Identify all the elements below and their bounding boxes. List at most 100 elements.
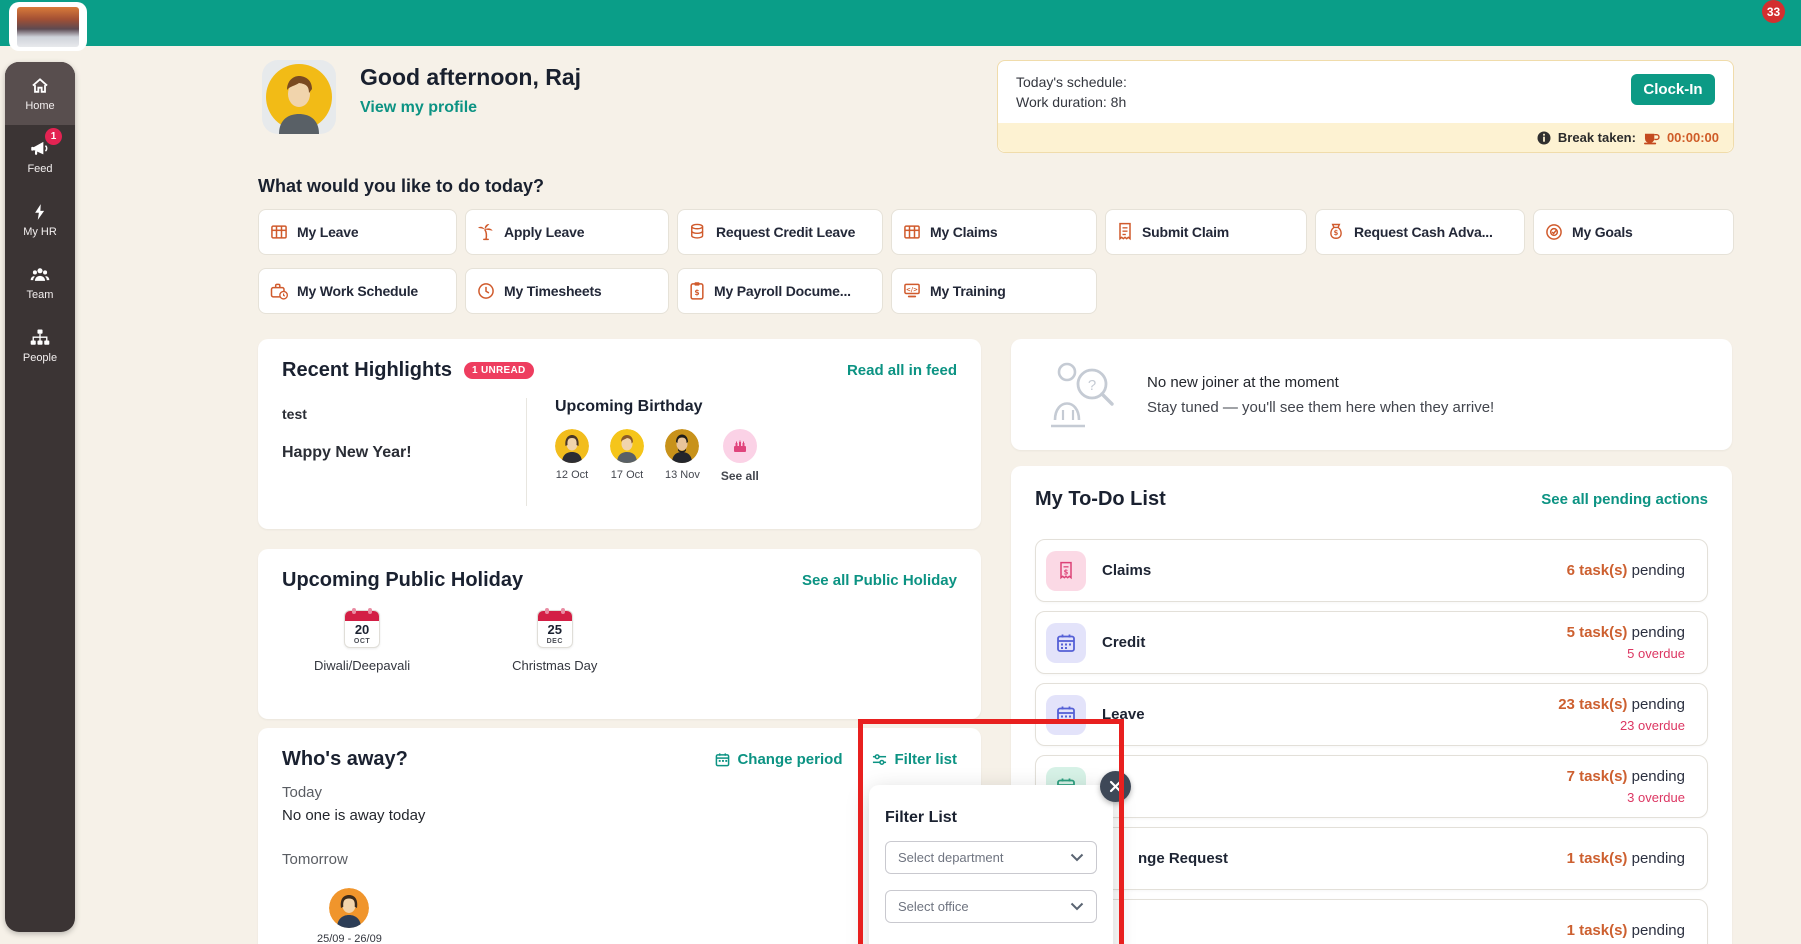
close-popup-button[interactable] [1100,771,1131,802]
department-placeholder: Select department [898,850,1004,865]
today-status: No one is away today [282,807,957,824]
feed-post[interactable]: Happy New Year! [282,444,526,462]
view-profile-link[interactable]: View my profile [360,99,477,117]
feed-post[interactable]: test [282,406,526,422]
birthday-person[interactable]: 12 Oct [555,429,589,483]
department-select[interactable]: Select department [885,841,1097,874]
my-leave-button[interactable]: My Leave [258,209,457,255]
task-count: 6 task(s) [1567,562,1628,579]
quick-actions-title: What would you like to do today? [258,176,544,197]
apply-leave-button[interactable]: Apply Leave [465,209,669,255]
sidebar-item-people[interactable]: People [5,314,75,377]
public-holiday-title: Upcoming Public Holiday [282,569,523,592]
break-taken-label: Break taken: [1558,130,1636,145]
overdue-count: 5 overdue [1567,646,1685,661]
holiday-item[interactable]: 25 DEC Christmas Day [512,610,597,673]
person-search-illustration: ? [1049,358,1117,432]
svg-text:$: $ [1334,229,1339,237]
submit-claim-button[interactable]: Submit Claim [1105,209,1307,255]
filter-list-link[interactable]: Filter list [872,751,957,768]
filter-list-label: Filter list [894,751,957,768]
moneybag-icon: $ [1326,222,1346,242]
see-all-public-holiday-link[interactable]: See all Public Holiday [802,572,957,589]
user-avatar[interactable] [262,60,336,134]
overdue-count: 23 overdue [1558,718,1685,733]
office-placeholder: Select office [898,899,969,914]
calendar-icon [715,752,730,767]
todo-title: My To-Do List [1035,488,1166,511]
briefcase-clock-icon [269,281,289,301]
top-header [0,0,1801,46]
avatar [610,429,644,463]
sidebar-item-label: People [23,352,57,364]
my-timesheets-button[interactable]: My Timesheets [465,268,669,314]
greeting-title: Good afternoon, Raj [360,64,581,91]
holiday-item[interactable]: 20 OCT Diwali/Deepavali [314,610,410,673]
clock-in-button[interactable]: Clock-In [1631,74,1715,105]
avatar [555,429,589,463]
todo-row-change-request[interactable]: nge Request 1 task(s) pending [1035,827,1708,890]
clock-icon [476,281,496,301]
grid-icon [902,222,922,242]
button-label: My Work Schedule [297,283,418,299]
my-work-schedule-button[interactable]: My Work Schedule [258,268,457,314]
highlights-title: Recent Highlights [282,359,452,382]
org-chart-icon [29,328,51,348]
target-icon [1544,222,1564,242]
filter-list-popup: Filter List Select department Select off… [869,785,1113,944]
bolt-icon [31,202,49,222]
todo-row-name: Claims [1102,562,1151,579]
todo-row-claims[interactable]: $ Claims 6 task(s) pending [1035,539,1708,602]
claims-doc-icon: $ [1046,551,1086,591]
my-training-button[interactable]: </> My Training [891,268,1097,314]
todo-row-name: Credit [1102,634,1145,651]
button-label: My Payroll Docume... [714,283,851,299]
request-credit-leave-button[interactable]: Request Credit Leave [677,209,883,255]
birthday-see-all[interactable]: See all [721,429,759,483]
pending-word: pending [1632,562,1685,579]
sidebar-item-my-hr[interactable]: My HR [5,188,75,251]
task-count: 1 task(s) [1567,922,1628,939]
schedule-label: Today's schedule: [1016,74,1127,90]
task-count: 7 task(s) [1567,768,1628,785]
app-logo[interactable] [9,2,87,51]
whos-away-title: Who's away? [282,748,408,771]
todo-row[interactable]: 1 task(s) pending [1035,899,1708,944]
task-count: 5 task(s) [1567,624,1628,641]
no-joiner-line2: Stay tuned — you'll see them here when t… [1147,399,1494,416]
todo-row[interactable]: 7 task(s) pending 3 overdue [1035,755,1708,818]
change-period-link[interactable]: Change period [715,751,842,768]
sidebar-item-team[interactable]: Team [5,251,75,314]
todo-row-leave[interactable]: Leave 23 task(s) pending 23 overdue [1035,683,1708,746]
calendar-row-icon [1046,695,1086,735]
birthday-person[interactable]: 17 Oct [610,429,644,483]
cake-icon [723,429,757,463]
sidebar-item-home[interactable]: Home [5,62,75,125]
task-count: 23 task(s) [1558,696,1627,713]
home-icon [30,76,50,96]
left-sidebar: Home 1 Feed My HR Team People [5,62,75,932]
see-all-pending-actions-link[interactable]: See all pending actions [1541,491,1708,508]
see-all-birthdays-link[interactable]: See all [721,469,759,483]
read-all-in-feed-link[interactable]: Read all in feed [847,362,957,379]
sidebar-item-feed[interactable]: 1 Feed [5,125,75,188]
office-select[interactable]: Select office [885,890,1097,923]
holiday-month: OCT [345,638,379,645]
feed-count-badge: 1 [45,128,62,145]
my-claims-button[interactable]: My Claims [891,209,1097,255]
button-label: My Goals [1572,224,1633,240]
my-payroll-documents-button[interactable]: $ My Payroll Docume... [677,268,883,314]
sidebar-item-label: Feed [27,163,52,175]
quick-actions-grid: My Leave Apply Leave Request Credit Leav… [258,209,1744,314]
tomorrow-label: Tomorrow [282,851,957,868]
pending-word: pending [1632,696,1685,713]
change-period-label: Change period [737,751,842,768]
coins-icon [688,222,708,242]
away-person[interactable]: 25/09 - 26/09 [317,888,382,944]
request-cash-advance-button[interactable]: $ Request Cash Adva... [1315,209,1525,255]
my-goals-button[interactable]: My Goals [1533,209,1734,255]
birthday-person[interactable]: 13 Nov [665,429,700,483]
pending-word: pending [1632,850,1685,867]
pending-word: pending [1632,624,1685,641]
todo-row-credit[interactable]: Credit 5 task(s) pending 5 overdue [1035,611,1708,674]
